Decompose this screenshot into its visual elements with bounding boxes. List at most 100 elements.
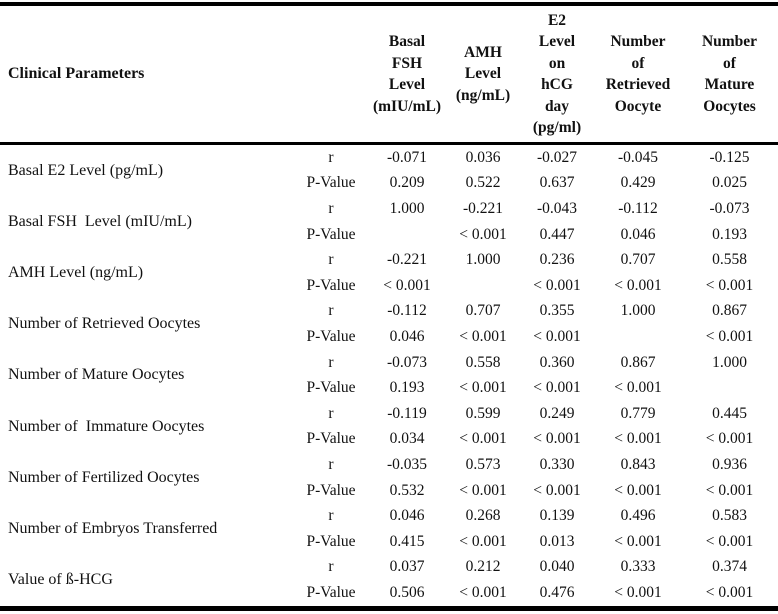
p-value-cell: < 0.001 <box>459 327 507 345</box>
p-value-cell: < 0.001 <box>533 327 581 345</box>
corr-value-cell: 1.000 <box>620 302 656 320</box>
column-header-retrieved-oocyte: Number of Retrieved Oocyte <box>605 33 671 115</box>
corr-value-cell: -0.073 <box>709 199 750 217</box>
p-value-cell: 0.429 <box>620 174 656 192</box>
corr-value-cell: 0.445 <box>712 404 747 422</box>
column-header-amh: AMH Level (ng/mL) <box>455 43 511 104</box>
table-body: Basal E2 Level (pg/mL) r P-Value -0.071 0.03… <box>0 145 778 606</box>
corr-value-cell: 1.000 <box>465 251 501 269</box>
p-value-cell: < 0.001 <box>705 276 754 294</box>
corr-value-cell: 0.867 <box>712 302 747 320</box>
corr-value-cell: 0.867 <box>620 353 656 371</box>
stat-label-p: P-Value <box>306 379 356 397</box>
stat-label-r: r <box>328 455 334 473</box>
stat-label-p: P-Value <box>306 225 356 243</box>
table-row: Number of Embryos Transferred r P-Value 0.0… <box>0 503 778 554</box>
corr-value-cell: 0.249 <box>539 404 575 422</box>
row-label: AMH Level (ng/mL) <box>8 263 144 281</box>
p-value-cell: < 0.001 <box>614 379 662 397</box>
table-header-row: Clinical Parameters Basal FSH Level (mIU… <box>0 6 778 145</box>
column-header-mature-oocytes: Number of Mature Oocytes <box>701 33 758 115</box>
stat-label-r: r <box>328 558 334 576</box>
table-row: Number of Fertilized Oocytes r P-Value -0.0… <box>0 452 778 503</box>
corr-value-cell: 0.707 <box>465 302 501 320</box>
corr-value-cell: 0.333 <box>620 558 656 576</box>
corr-value-cell: 1.000 <box>389 199 425 217</box>
p-value-cell: 0.046 <box>389 327 425 345</box>
row-label: Number of Fertilized Oocytes <box>8 468 200 486</box>
corr-value-cell: 0.268 <box>465 507 501 525</box>
corr-value-cell: 0.040 <box>539 558 575 576</box>
corr-value-cell: -0.119 <box>387 404 427 422</box>
corr-value-cell: 0.036 <box>465 148 501 166</box>
column-header-basal-fsh: Basal FSH Level (mIU/mL) <box>372 33 442 115</box>
row-label: Basal E2 Level (pg/mL) <box>8 161 164 179</box>
p-value-cell: 0.209 <box>389 174 425 192</box>
row-label: Number of Retrieved Oocytes <box>8 315 201 333</box>
p-value-cell: 0.046 <box>620 225 656 243</box>
p-value-cell: < 0.001 <box>705 430 754 448</box>
table-row: Number of Mature Oocytes r P-Value -0.073 0.… <box>0 350 778 401</box>
table-row: Basal FSH Level (mIU/mL) r P-Value 1.000 -0.… <box>0 196 778 247</box>
p-value-cell: 0.034 <box>389 430 425 448</box>
p-value-cell: < 0.001 <box>459 379 507 397</box>
p-value-cell: < 0.001 <box>705 583 754 601</box>
p-value-cell: 0.025 <box>712 174 747 192</box>
p-value-cell: < 0.001 <box>614 532 662 550</box>
p-value-cell: < 0.001 <box>705 481 754 499</box>
stat-label-p: P-Value <box>306 583 356 601</box>
corr-value-cell: 0.558 <box>712 251 747 269</box>
corr-value-cell: -0.045 <box>617 148 659 166</box>
corr-value-cell: -0.043 <box>536 199 578 217</box>
table-row: Value of ß-HCG r P-Value 0.037 0.212 0.040 0.3… <box>0 555 778 606</box>
corr-value-cell: 0.573 <box>465 455 501 473</box>
p-value-cell: 0.637 <box>539 174 575 192</box>
stat-label-p: P-Value <box>306 481 356 499</box>
p-value-cell: < 0.001 <box>614 583 662 601</box>
p-value-cell: 0.506 <box>389 583 425 601</box>
corr-value-cell: 0.046 <box>389 507 425 525</box>
stat-label-r: r <box>328 353 334 371</box>
stat-label-r: r <box>328 148 334 166</box>
corr-value-cell: -0.125 <box>709 148 750 166</box>
corr-value-cell: -0.027 <box>536 148 578 166</box>
p-value-cell: < 0.001 <box>614 481 662 499</box>
p-value-cell: < 0.001 <box>533 430 581 448</box>
corr-value-cell: 0.936 <box>712 455 747 473</box>
corr-value-cell: 0.558 <box>465 353 501 371</box>
row-label: Number of Mature Oocytes <box>8 366 185 384</box>
p-value-cell: < 0.001 <box>533 379 581 397</box>
table-row: AMH Level (ng/mL) r P-Value -0.221 1.000 0.23… <box>0 247 778 298</box>
row-label: Value of ß-HCG <box>8 571 113 589</box>
corr-value-cell: 0.374 <box>712 558 747 576</box>
corr-value-cell: 0.037 <box>389 558 425 576</box>
column-header-clinical-parameters: Clinical Parameters <box>8 65 145 82</box>
p-value-cell: 0.193 <box>712 225 747 243</box>
corr-value-cell: 0.236 <box>539 251 575 269</box>
corr-value-cell: 1.000 <box>712 353 747 371</box>
p-value-cell: 0.522 <box>465 174 501 192</box>
p-value-cell: < 0.001 <box>614 430 662 448</box>
p-value-cell: < 0.001 <box>459 532 507 550</box>
corr-value-cell: 0.583 <box>712 507 747 525</box>
p-value-cell: 0.415 <box>389 532 425 550</box>
p-value-cell: 0.476 <box>539 583 575 601</box>
stat-label-p: P-Value <box>306 532 356 550</box>
p-value-cell: < 0.001 <box>383 276 431 294</box>
corr-value-cell: 0.355 <box>539 302 575 320</box>
stat-label-p: P-Value <box>306 327 356 345</box>
stat-label-r: r <box>328 404 334 422</box>
row-label: Basal FSH Level (mIU/mL) <box>8 212 192 230</box>
corr-value-cell: 0.599 <box>465 404 501 422</box>
corr-value-cell: 0.496 <box>620 507 656 525</box>
p-value-cell: < 0.001 <box>533 481 581 499</box>
p-value-cell: < 0.001 <box>533 276 581 294</box>
p-value-cell: 0.532 <box>389 481 425 499</box>
stat-label-r: r <box>328 199 334 217</box>
stat-label-r: r <box>328 507 334 525</box>
corr-value-cell: 0.212 <box>465 558 501 576</box>
stat-label-p: P-Value <box>306 276 356 294</box>
corr-value-cell: 0.330 <box>539 455 575 473</box>
corr-value-cell: 0.139 <box>539 507 575 525</box>
